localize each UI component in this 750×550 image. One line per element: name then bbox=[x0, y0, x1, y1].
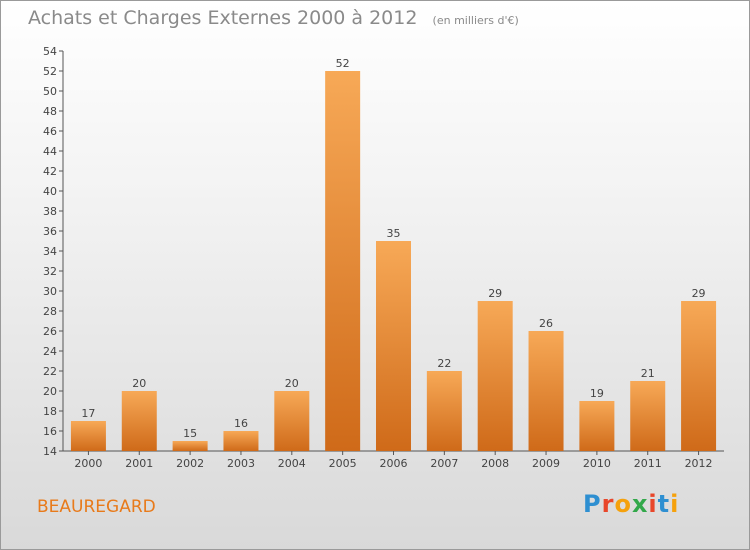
bar bbox=[325, 71, 361, 451]
y-tick-label: 50 bbox=[43, 85, 57, 98]
y-tick-label: 18 bbox=[43, 405, 57, 418]
bar bbox=[376, 241, 411, 451]
logo-letter: o bbox=[614, 490, 632, 518]
bar bbox=[426, 371, 462, 451]
bar-value-label: 15 bbox=[183, 427, 197, 440]
bar bbox=[630, 381, 666, 451]
y-tick-label: 52 bbox=[43, 65, 57, 78]
bar-value-label: 17 bbox=[81, 407, 95, 420]
bar-value-label: 20 bbox=[132, 377, 146, 390]
bar bbox=[579, 401, 615, 451]
x-tick-label: 2000 bbox=[74, 457, 102, 470]
bar-value-label: 21 bbox=[641, 367, 655, 380]
x-tick-label: 2004 bbox=[278, 457, 306, 470]
x-tick-label: 2009 bbox=[532, 457, 560, 470]
y-tick-label: 30 bbox=[43, 285, 57, 298]
x-tick-label: 2003 bbox=[227, 457, 255, 470]
logo-letter: r bbox=[601, 490, 615, 518]
logo-letter: t bbox=[657, 490, 671, 518]
y-tick-label: 46 bbox=[43, 125, 57, 138]
x-tick-label: 2001 bbox=[125, 457, 153, 470]
bar-value-label: 29 bbox=[488, 287, 502, 300]
commune-name: BEAUREGARD bbox=[37, 497, 156, 517]
y-tick-label: 36 bbox=[43, 225, 57, 238]
bar bbox=[172, 441, 208, 451]
x-tick-label: 2010 bbox=[583, 457, 611, 470]
y-tick-label: 24 bbox=[43, 345, 57, 358]
x-tick-label: 2011 bbox=[634, 457, 662, 470]
y-tick-label: 14 bbox=[43, 445, 57, 458]
bar-value-label: 20 bbox=[285, 377, 299, 390]
proxiti-logo: Proxiti bbox=[583, 490, 679, 518]
bar-value-label: 16 bbox=[234, 417, 248, 430]
bar-value-label: 26 bbox=[539, 317, 553, 330]
y-tick-label: 48 bbox=[43, 105, 57, 118]
logo-letter: P bbox=[583, 490, 602, 518]
x-tick-label: 2012 bbox=[685, 457, 713, 470]
y-tick-label: 44 bbox=[43, 145, 57, 158]
logo-letter: x bbox=[631, 490, 649, 518]
bar bbox=[274, 391, 310, 451]
bar bbox=[121, 391, 157, 451]
y-tick-label: 28 bbox=[43, 305, 57, 318]
y-tick-label: 16 bbox=[43, 425, 57, 438]
bar bbox=[477, 301, 513, 451]
bar bbox=[223, 431, 259, 451]
y-tick-label: 34 bbox=[43, 245, 57, 258]
y-tick-label: 42 bbox=[43, 165, 57, 178]
bar bbox=[681, 301, 717, 451]
x-tick-label: 2002 bbox=[176, 457, 204, 470]
bar-value-label: 29 bbox=[692, 287, 706, 300]
bar-value-label: 52 bbox=[336, 57, 350, 70]
x-tick-label: 2008 bbox=[481, 457, 509, 470]
chart-subtitle: (en milliers d'€) bbox=[432, 14, 519, 27]
logo-letter: i bbox=[670, 490, 680, 518]
x-tick-label: 2005 bbox=[329, 457, 357, 470]
bar bbox=[528, 331, 564, 451]
x-tick-label: 2006 bbox=[380, 457, 408, 470]
logo-letter: i bbox=[648, 490, 658, 518]
bars: 17 20 15 16 20 52 35 22 29 26 19 21 29 bbox=[70, 57, 717, 451]
title-row: Achats et Charges Externes 2000 à 2012 (… bbox=[28, 7, 519, 29]
x-tick-label: 2007 bbox=[430, 457, 458, 470]
bar bbox=[70, 421, 106, 451]
y-tick-label: 54 bbox=[43, 45, 57, 58]
bar-value-label: 22 bbox=[437, 357, 451, 370]
y-tick-label: 40 bbox=[43, 185, 57, 198]
bar-value-label: 19 bbox=[590, 387, 604, 400]
y-tick-label: 22 bbox=[43, 365, 57, 378]
y-tick-label: 26 bbox=[43, 325, 57, 338]
y-tick-label: 32 bbox=[43, 265, 57, 278]
y-tick-label: 20 bbox=[43, 385, 57, 398]
bar-value-label: 35 bbox=[387, 227, 401, 240]
chart-title: Achats et Charges Externes 2000 à 2012 bbox=[28, 7, 418, 29]
y-tick-label: 38 bbox=[43, 205, 57, 218]
